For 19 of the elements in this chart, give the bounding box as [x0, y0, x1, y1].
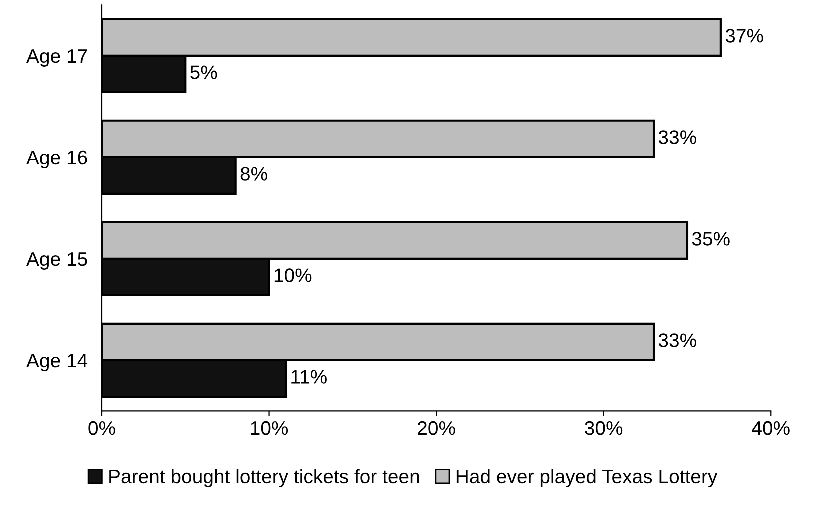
- x-tick-label: 40%: [752, 421, 790, 436]
- legend-label: Had ever played Texas Lottery: [456, 469, 718, 488]
- y-tick-label: Age 14: [26, 354, 88, 372]
- y-tick-label: Age 15: [26, 252, 88, 270]
- data-label: 37%: [726, 29, 764, 43]
- x-tick-label: 0%: [88, 421, 116, 436]
- data-label: 35%: [692, 232, 730, 246]
- x-tick-label: 20%: [418, 421, 456, 436]
- y-tick-label: Age 16: [26, 150, 88, 168]
- data-label: 10%: [274, 268, 312, 282]
- legend-label: Parent bought lottery tickets for teen: [110, 469, 420, 488]
- x-tick-label: 10%: [251, 421, 288, 436]
- data-label: 8%: [240, 167, 268, 181]
- data-label: 33%: [658, 130, 696, 144]
- data-label: 33%: [658, 334, 696, 348]
- y-tick-label: Age 17: [26, 50, 88, 67]
- data-label: 5%: [190, 66, 218, 80]
- data-label: 11%: [292, 370, 327, 384]
- x-tick-label: 30%: [585, 421, 623, 436]
